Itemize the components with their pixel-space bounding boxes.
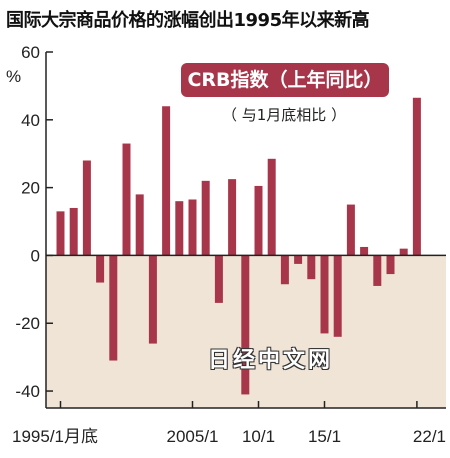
bar-2000	[122, 143, 131, 256]
bar-2006	[201, 180, 210, 256]
x-tick-label: 1995/1月底	[12, 427, 98, 446]
legend-sublabel: （ 与1月底相比 ）	[222, 106, 347, 124]
watermark: 日经中文网	[208, 348, 334, 373]
bar-2016	[333, 255, 342, 337]
bar-2001	[135, 194, 144, 256]
x-tick-label: 2005/1	[167, 427, 219, 446]
bar-2003	[162, 106, 171, 256]
y-ticks: 60 40 20 0 -20 -40	[15, 43, 53, 401]
y-tick-label: -40	[15, 382, 40, 401]
bar-1995	[56, 211, 65, 256]
bar-2012	[280, 255, 289, 285]
bar-2014	[307, 255, 316, 280]
bar-2020	[386, 255, 395, 275]
bar-1998	[96, 255, 105, 283]
x-tick-label: 10/1	[242, 427, 275, 446]
bars-group	[56, 97, 421, 395]
chart-title: 国际大宗商品价格的涨幅创出1995年以来新高	[6, 10, 370, 31]
bar-2017	[346, 204, 355, 256]
bar-2009	[241, 255, 250, 395]
bar-2004	[175, 201, 184, 256]
bar-2021	[399, 248, 408, 256]
bar-2013	[294, 255, 303, 264]
x-tick-label: 15/1	[308, 427, 341, 446]
y-tick-label: 0	[31, 246, 40, 265]
bar-2008	[228, 179, 237, 256]
legend-box: CRB指数（上年同比）	[181, 63, 389, 97]
bar-2018	[360, 246, 369, 256]
bar-1997	[82, 160, 91, 256]
y-tick-label: -20	[15, 314, 40, 333]
bar-2007	[214, 255, 223, 303]
bar-1996	[69, 207, 78, 256]
bar-1999	[109, 255, 118, 361]
bar-2005	[188, 199, 197, 256]
bar-2019	[373, 255, 382, 286]
y-tick-label: 20	[21, 179, 40, 198]
y-tick-label: 40	[21, 111, 40, 130]
x-tick-label: 22/1	[413, 427, 446, 446]
bar-2011	[267, 158, 276, 256]
y-tick-label: 60	[21, 43, 40, 62]
bar-2010	[254, 185, 263, 256]
bar-2015	[320, 255, 329, 334]
bar-2022	[412, 97, 421, 256]
y-unit-label: %	[6, 67, 21, 86]
bar-2002	[148, 255, 157, 344]
legend-label: CRB指数（上年同比）	[187, 69, 383, 91]
x-ticks: 1995/1月底 2005/1 10/1 15/1 22/1	[12, 401, 446, 446]
